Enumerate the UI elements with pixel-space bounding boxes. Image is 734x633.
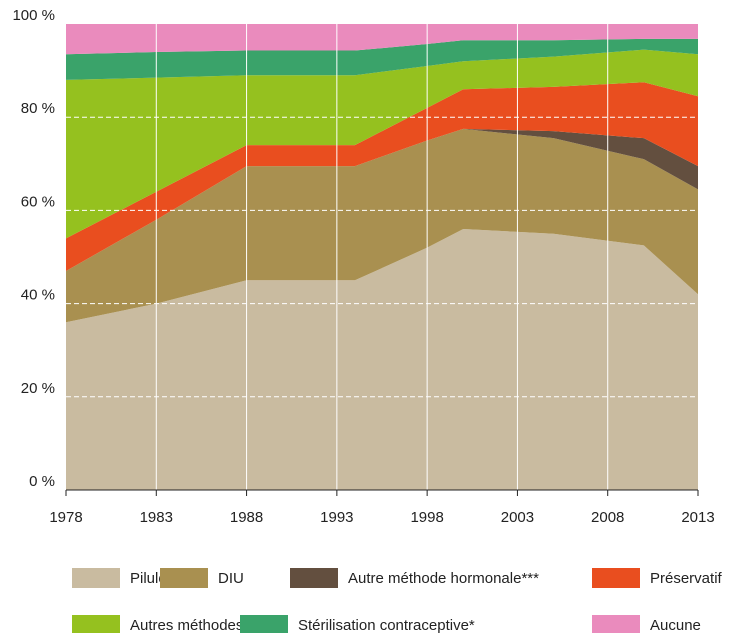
area (66, 49, 698, 239)
legend-swatch (160, 568, 208, 588)
area (66, 24, 698, 55)
area (66, 229, 698, 491)
y-tick-label: 0 % (29, 473, 55, 490)
x-tick-label: 2008 (591, 509, 624, 526)
x-tick-label: 2013 (681, 509, 714, 526)
legend-swatch (592, 568, 640, 588)
area (66, 128, 698, 271)
x-tick-label: 2003 (501, 509, 534, 526)
legend-label: Stérilisation contraceptive* (298, 617, 475, 633)
legend-swatch (592, 615, 640, 633)
legend-label: Autre méthode hormonale*** (348, 570, 539, 587)
y-tick-label: 100 % (12, 7, 55, 24)
area (66, 82, 698, 271)
legend-label: Aucune (650, 617, 701, 633)
x-tick-label: 1978 (49, 509, 82, 526)
x-tick-label: 1993 (320, 509, 353, 526)
x-tick-label: 1998 (410, 509, 443, 526)
x-tick-label: 1983 (140, 509, 173, 526)
legend-label: Autres méthodes** (130, 617, 255, 633)
y-tick-label: 20 % (21, 380, 55, 397)
legend-label: DIU (218, 570, 244, 587)
y-tick-label: 40 % (21, 287, 55, 304)
legend-swatch (240, 615, 288, 633)
legend-swatch (72, 568, 120, 588)
x-tick-label: 1988 (230, 509, 263, 526)
y-tick-label: 60 % (21, 193, 55, 210)
y-tick-label: 80 % (21, 100, 55, 117)
legend-label: Préservatif (650, 570, 723, 587)
legend-label: Pilule (130, 570, 167, 587)
legend-swatch (290, 568, 338, 588)
area (66, 128, 698, 323)
legend-swatch (72, 615, 120, 633)
area (66, 38, 698, 80)
